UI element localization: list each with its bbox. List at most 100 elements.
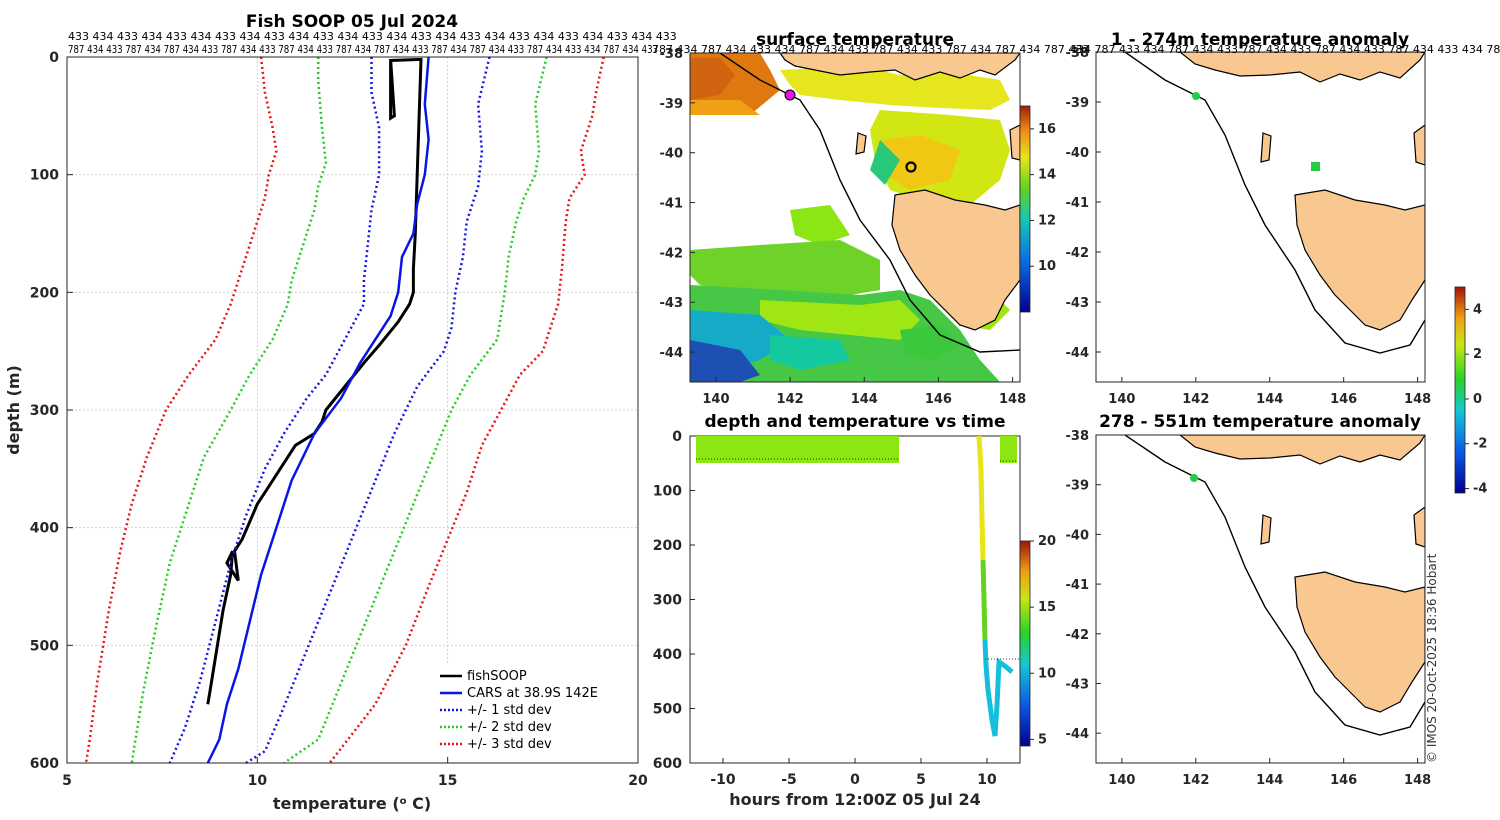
- time-y-tick-label: 100: [653, 484, 682, 500]
- time-colorbar-tick-label: 10: [1038, 666, 1056, 681]
- profile-y-tick-label: 600: [30, 756, 59, 772]
- anom1-map-y-tick-label: -41: [1066, 196, 1090, 211]
- time-y-tick-label: 200: [653, 538, 682, 554]
- sst-map-x-tick-label: 142: [777, 392, 804, 407]
- anom2-title: 278 - 551m temperature anomaly: [1099, 412, 1421, 432]
- anom1-map-x-tick-label: 140: [1108, 392, 1135, 407]
- time-y-tick-label: 600: [653, 756, 682, 772]
- time-x-tick-label: -10: [710, 772, 736, 788]
- anom2-map-y-tick-label: -40: [1066, 528, 1090, 543]
- middle-header-numbers: 787 434 787 434 433 434 787 434 433 787 …: [652, 43, 1089, 56]
- profile-y-tick-label: 300: [30, 403, 59, 419]
- anomaly-colorbar-tick-label: 2: [1473, 347, 1482, 362]
- profile-x-tick-label: 10: [248, 773, 268, 789]
- anom2-map-frame: [1095, 434, 1426, 764]
- profile-title: Fish SOOP 05 Jul 2024: [246, 12, 458, 32]
- king-island: [855, 132, 867, 155]
- anom1-map-y-tick-label: -43: [1066, 296, 1090, 311]
- profile-y-tick-label: 500: [30, 638, 59, 654]
- time-colorbar-tick-label: 20: [1038, 534, 1056, 549]
- anom2-map-y-tick-label: -42: [1066, 628, 1090, 643]
- sst-map-y-tick-label: -38: [660, 47, 684, 62]
- time-x-tick-label: 0: [850, 772, 860, 788]
- anom2-map-y-tick-label: -43: [1066, 677, 1090, 692]
- anom1-map-y-tick-label: -38: [1066, 46, 1090, 61]
- profile-y-tick-label: 100: [30, 168, 59, 184]
- legend-label-std1: +/- 1 std dev: [467, 703, 552, 718]
- sst-colorbar-tick-label: 12: [1038, 213, 1056, 228]
- vessel-end-marker: [905, 161, 917, 173]
- anom2-map-x-tick-label: 146: [1330, 773, 1357, 788]
- anom1-map-y-tick-label: -44: [1066, 346, 1090, 361]
- anom1-king-island: [1260, 132, 1272, 163]
- profile-legend: fishSOOP CARS at 38.9S 142E +/- 1 std de…: [434, 664, 624, 756]
- legend-label-cars: CARS at 38.9S 142E: [467, 686, 598, 701]
- vessel-start-marker: [784, 89, 796, 101]
- time-y-tick-label: 0: [672, 429, 682, 445]
- sst-map-y-tick-label: -42: [660, 246, 684, 261]
- time-x-tick-label: 5: [916, 772, 926, 788]
- anomaly-colorbar-tick-label: 0: [1473, 392, 1482, 407]
- profile-series-1-std-dev-upper: [245, 56, 491, 765]
- time-x-axis-label: hours from 12:00Z 05 Jul 24: [729, 790, 980, 809]
- sst-map-y-tick-label: -39: [660, 97, 684, 112]
- legend-label-std3: +/- 3 std dev: [467, 737, 552, 752]
- imos-credit: © IMOS 20-Oct-2025 18:36 Hobart: [1425, 553, 1439, 763]
- profile-y-tick-label: 200: [30, 285, 59, 301]
- profile-y-axis-label: depth (m): [4, 365, 23, 455]
- time-plot-title: depth and temperature vs time: [705, 412, 1006, 432]
- profile-numbers-row1: 433 434 433 434 433 434 433 434 433 434 …: [68, 30, 677, 43]
- tasmania: [891, 189, 1020, 331]
- profile-series-2-std-dev-lower: [130, 57, 328, 764]
- profile-series-3-std-dev-lower: [84, 56, 278, 764]
- anom1-map-y-tick-label: -42: [1066, 246, 1090, 261]
- anomaly-colorbar-tick-label: -4: [1473, 482, 1487, 497]
- time-colorbar-tick-label: 5: [1038, 732, 1047, 747]
- anom2-point-1: [1190, 474, 1198, 482]
- profile-series-3-std-dev-upper: [328, 56, 605, 764]
- time-band-late: [1000, 436, 1017, 463]
- anom2-map-y-tick-label: -38: [1066, 429, 1090, 444]
- anom1-title: 1 - 274m temperature anomaly: [1111, 30, 1409, 50]
- sst-colorbar-tick-label: 14: [1038, 168, 1056, 183]
- sst-map-x-tick-label: 148: [999, 392, 1026, 407]
- anom2-map-x-tick-label: 144: [1256, 773, 1283, 788]
- sst-map-title: surface temperature: [756, 30, 954, 50]
- profile-x-axis-label: temperature (o C): [273, 794, 431, 813]
- anom1-map-y-tick-label: -40: [1066, 146, 1090, 161]
- anom2-map-x-tick-label: 142: [1182, 773, 1209, 788]
- anom1-mainland: [1179, 52, 1425, 83]
- profile-y-tick-label: 0: [49, 50, 59, 66]
- anomaly-colorbar: [1454, 286, 1466, 494]
- sst-colorbar-tick-label: 10: [1038, 259, 1056, 274]
- profile-series-fishsoop: [206, 57, 423, 705]
- anom2-map-x-tick-label: 148: [1404, 773, 1431, 788]
- time-band-early: [696, 436, 899, 463]
- anom1-tasmania: [1294, 189, 1425, 331]
- sst-map-y-tick-label: -41: [660, 197, 684, 212]
- anom2-flinders-island: [1413, 506, 1425, 548]
- legend-label-std2: +/- 2 std dev: [467, 720, 552, 735]
- profile-y-tick-label: 400: [30, 521, 59, 537]
- anom2-mainland: [1179, 435, 1425, 465]
- anom2-map-y-tick-label: -41: [1066, 578, 1090, 593]
- time-y-tick-label: 400: [653, 647, 682, 663]
- mainland-australia: [779, 53, 1020, 81]
- anom2-map-y-tick-label: -44: [1066, 727, 1090, 742]
- profile-x-tick-label: 5: [62, 773, 72, 789]
- profile-x-tick-label: 20: [628, 773, 648, 789]
- legend-label-fishsoop: fishSOOP: [467, 669, 527, 684]
- right-header-numbers: 434 787 433 434 787 434 433 787 434 433 …: [1070, 43, 1500, 56]
- sst-map-x-tick-label: 144: [851, 392, 878, 407]
- time-colorbar: [1019, 540, 1031, 747]
- sst-map-y-tick-label: -44: [660, 346, 684, 361]
- anom2-king-island: [1260, 514, 1272, 545]
- profile-x-tick-label: 15: [438, 773, 457, 789]
- anom1-point-2: [1311, 162, 1320, 171]
- anom1-map-x-tick-label: 146: [1330, 392, 1357, 407]
- time-y-tick-label: 500: [653, 702, 682, 718]
- anom1-flinders-island: [1413, 124, 1425, 166]
- anomaly-colorbar-tick-label: -2: [1473, 437, 1487, 452]
- time-x-tick-label: 10: [977, 772, 997, 788]
